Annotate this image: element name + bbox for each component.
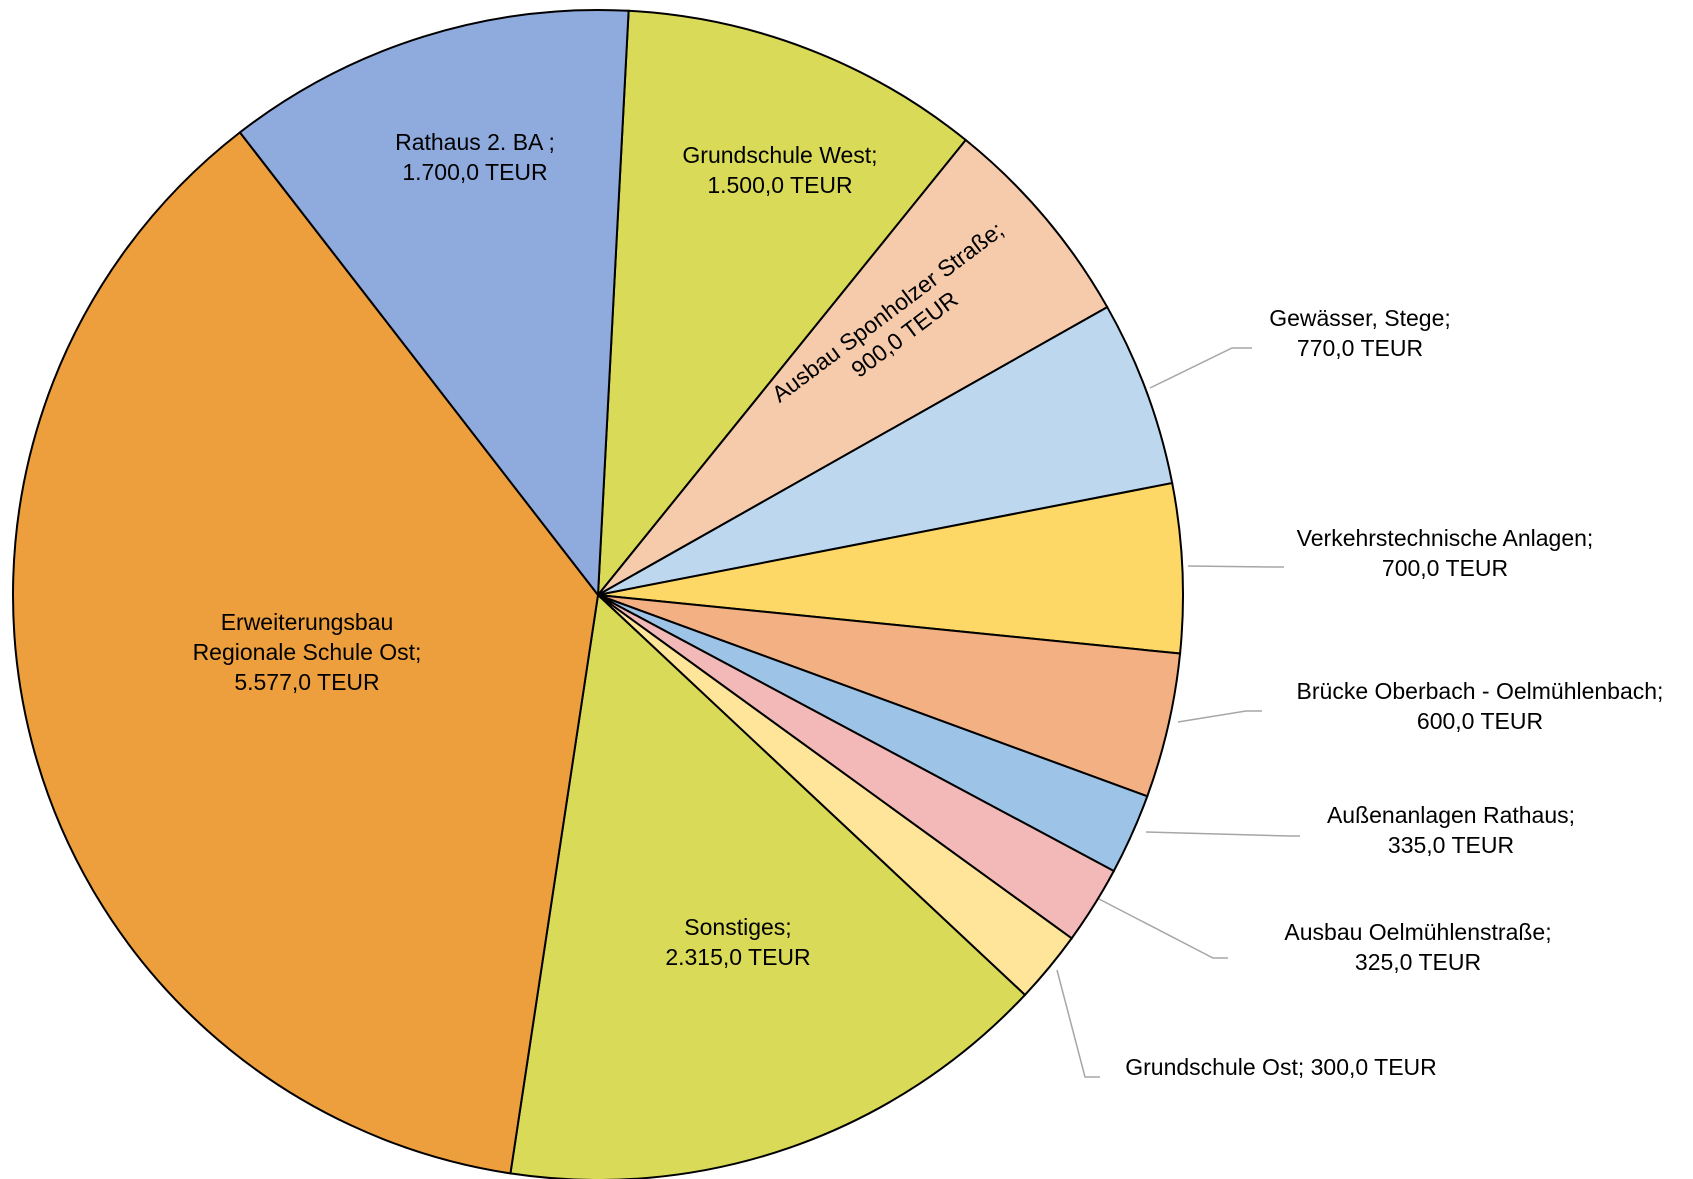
- slice-label-line: Ausbau Oelmühlenstraße;: [1284, 919, 1551, 945]
- leader-line-6: [1098, 898, 1228, 959]
- slice-label-line: 1.700,0 TEUR: [402, 159, 547, 185]
- slice-label-2: Gewässer, Stege; 770,0 TEUR: [1269, 305, 1451, 361]
- slice-label-line: Gewässer, Stege;: [1269, 305, 1451, 331]
- slice-label-line: 1.500,0 TEUR: [707, 172, 852, 198]
- pie-slice-3: [597, 481, 1184, 655]
- slice-label-line: 600,0 TEUR: [1417, 708, 1543, 734]
- slice-label-5: Außenanlagen Rathaus; 335,0 TEUR: [1327, 802, 1575, 858]
- leader-lines: [1056, 347, 1300, 1078]
- leader-line-2: [1149, 347, 1252, 389]
- slice-label-10: Rathaus 2. BA ; 1.700,0 TEUR: [395, 129, 555, 185]
- slice-label-line: Rathaus 2. BA ;: [395, 129, 555, 155]
- pie-slice-0: [596, 9, 968, 599]
- pie-slice-8: [509, 592, 1027, 1179]
- pie-slice-2: [597, 305, 1174, 596]
- slice-label-line: 770,0 TEUR: [1297, 335, 1423, 361]
- leader-line-3: [1187, 565, 1284, 568]
- pie-slice-1: [597, 138, 1109, 596]
- pie-slice-9: [12, 130, 600, 1175]
- slice-label-line: Außenanlagen Rathaus;: [1327, 802, 1575, 828]
- pie-slice-10: [238, 9, 630, 598]
- leader-line-7: [1056, 969, 1100, 1078]
- slice-label-line: Regionale Schule Ost;: [193, 639, 422, 665]
- pie-slices: [12, 9, 1184, 1179]
- slice-label-0: Grundschule West; 1.500,0 TEUR: [682, 142, 877, 198]
- slice-label-line: Grundschule West;: [682, 142, 877, 168]
- leader-line-4: [1177, 710, 1262, 723]
- slice-label-6: Ausbau Oelmühlenstraße; 325,0 TEUR: [1284, 919, 1551, 975]
- slice-label-9: Erweiterungsbau Regionale Schule Ost; 5.57…: [193, 609, 422, 695]
- slice-label-line: 335,0 TEUR: [1388, 832, 1514, 858]
- slice-label-3: Verkehrstechnische Anlagen; 700,0 TEUR: [1297, 525, 1594, 581]
- slice-label-line: Grundschule Ost; 300,0 TEUR: [1125, 1054, 1437, 1080]
- slice-label-4: Brücke Oberbach - Oelmühlenbach; 600,0 TE…: [1297, 678, 1664, 734]
- slice-label-line: 325,0 TEUR: [1355, 949, 1481, 975]
- slice-label-7: Grundschule Ost; 300,0 TEUR: [1125, 1054, 1437, 1080]
- slice-label-line: Erweiterungsbau: [221, 609, 394, 635]
- slice-label-line: 5.577,0 TEUR: [234, 669, 379, 695]
- leader-line-5: [1145, 831, 1300, 837]
- slice-label-line: Brücke Oberbach - Oelmühlenbach;: [1297, 678, 1664, 704]
- slice-label-line: 700,0 TEUR: [1382, 555, 1508, 581]
- slice-label-line: 2.315,0 TEUR: [665, 944, 810, 970]
- slice-label-line: Sonstiges;: [684, 914, 791, 940]
- slice-label-line: Verkehrstechnische Anlagen;: [1297, 525, 1594, 551]
- slice-label-8: Sonstiges; 2.315,0 TEUR: [665, 914, 810, 970]
